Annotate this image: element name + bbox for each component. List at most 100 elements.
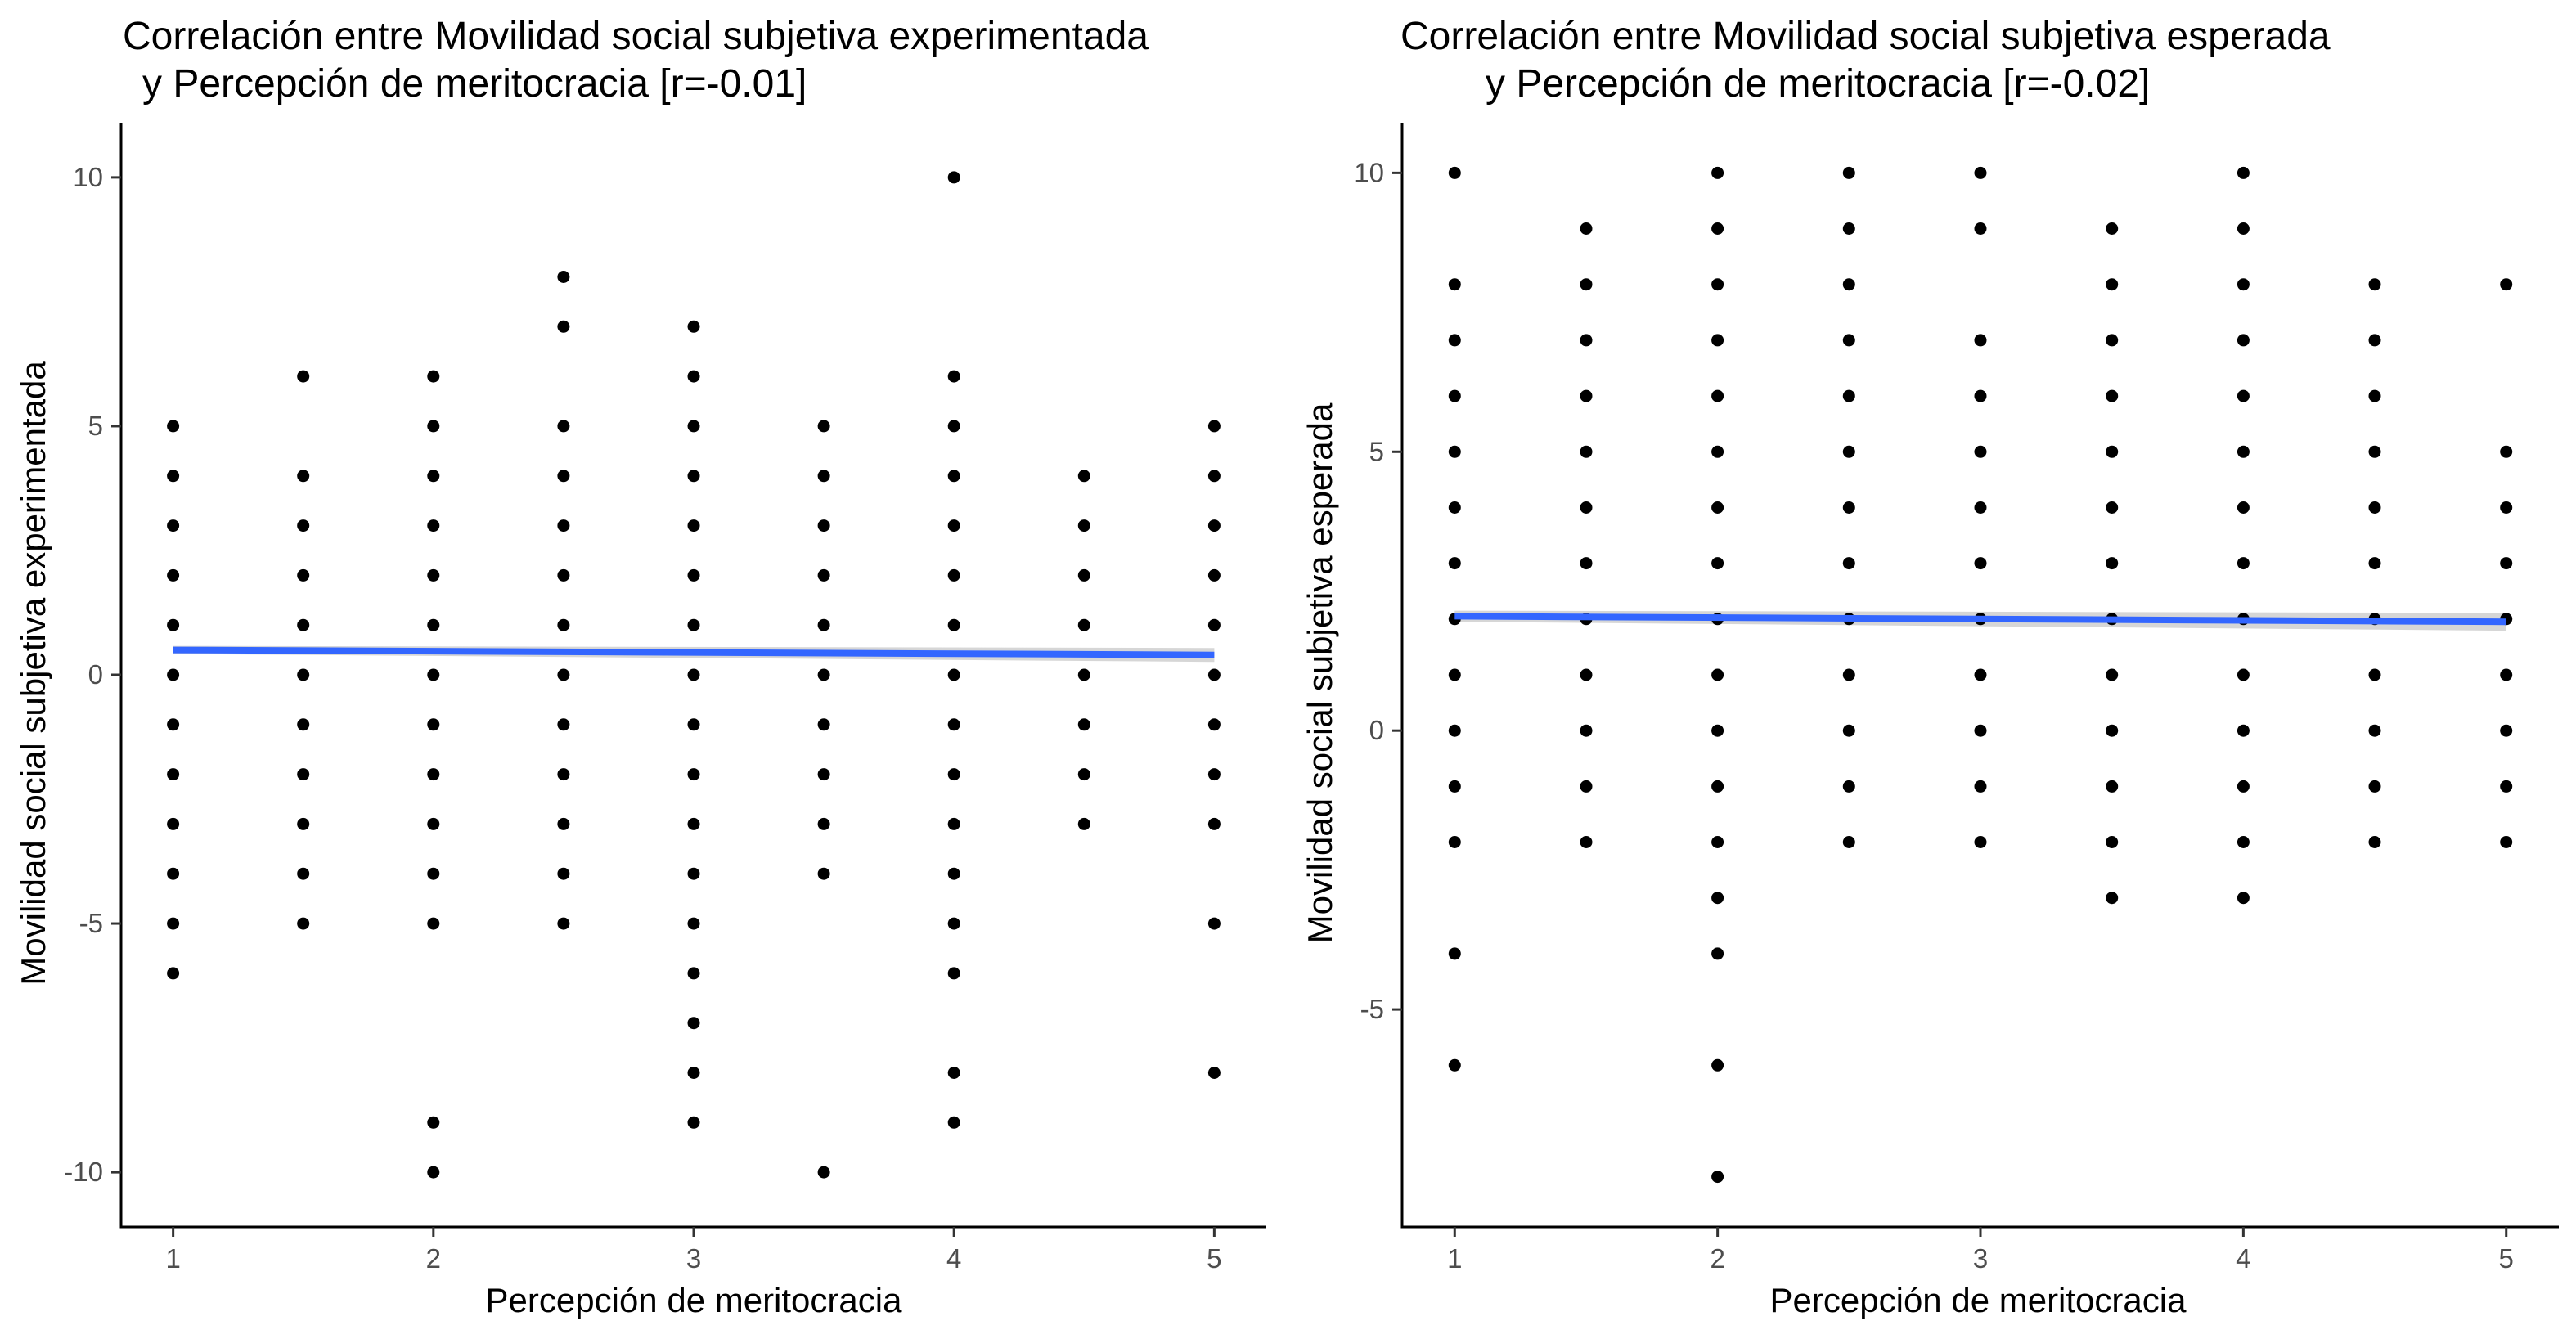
chart-right-data-point bbox=[1974, 445, 1987, 458]
chart-right-data-point bbox=[1448, 724, 1461, 737]
chart-left-data-point bbox=[167, 420, 180, 433]
chart-right-data-point bbox=[2106, 445, 2119, 458]
chart-left-data-point bbox=[557, 470, 570, 483]
chart-right-data-point bbox=[1711, 668, 1724, 681]
chart-right-data-point bbox=[1448, 1058, 1461, 1072]
chart-right-data-point bbox=[1974, 222, 1987, 235]
chart-left-y-tick-label: 10 bbox=[73, 162, 103, 192]
chart-left-data-point bbox=[557, 867, 570, 880]
chart-left-data-point bbox=[947, 171, 960, 184]
chart-left-data-point bbox=[427, 817, 440, 830]
chart-right-data-point bbox=[2237, 389, 2250, 402]
chart-left-data-point bbox=[687, 668, 700, 681]
chart-right-data-point bbox=[1448, 780, 1461, 793]
chart-left-data-point bbox=[817, 519, 830, 532]
chart-right-data-point bbox=[1580, 557, 1593, 570]
chart-left-data-point bbox=[817, 867, 830, 880]
chart-left-x-tick-label: 1 bbox=[165, 1243, 180, 1274]
chart-right-title-line-2: y Percepción de meritocracia [r=-0.02] bbox=[1486, 62, 2150, 106]
chart-right-data-point bbox=[2237, 836, 2250, 848]
chart-right-data-point bbox=[2106, 222, 2119, 235]
chart-left-data-point bbox=[687, 1067, 700, 1079]
chart-right-data-point bbox=[1974, 389, 1987, 402]
chart-right-data-point bbox=[1974, 780, 1987, 793]
chart-left-data-point bbox=[297, 867, 310, 880]
chart-right-data-point bbox=[1711, 557, 1724, 570]
chart-right-data-point bbox=[2237, 222, 2250, 235]
chart-left-data-point bbox=[947, 1116, 960, 1129]
chart-left-data-point bbox=[687, 817, 700, 830]
chart-right-y-tick-label: 10 bbox=[1354, 157, 1384, 187]
chart-left-data-point bbox=[1207, 768, 1221, 781]
chart-right-data-point bbox=[2237, 780, 2250, 793]
chart-right-data-point bbox=[2237, 278, 2250, 291]
chart-left-x-tick-label: 2 bbox=[426, 1243, 441, 1274]
chart-right-data-point bbox=[1448, 501, 1461, 514]
chart-right-data-point bbox=[1842, 501, 1855, 514]
chart-right-data-point bbox=[1580, 668, 1593, 681]
chart-right-data-point bbox=[1448, 836, 1461, 848]
chart-right-data-point bbox=[2368, 334, 2381, 347]
chart-left-data-point bbox=[817, 817, 830, 830]
chart-right-data-point bbox=[2368, 445, 2381, 458]
chart-left-data-point bbox=[427, 519, 440, 532]
chart-right-data-point bbox=[2368, 501, 2381, 514]
chart-right-data-point bbox=[1711, 836, 1724, 848]
chart-left-data-point bbox=[1207, 519, 1221, 532]
chart-right-y-axis-label: Movilidad social subjetiva esperada bbox=[1301, 402, 1339, 943]
chart-left-data-point bbox=[687, 917, 700, 930]
chart-right-data-point bbox=[1842, 222, 1855, 235]
chart-left-data-point bbox=[427, 1166, 440, 1179]
chart-left-data-point bbox=[1077, 668, 1090, 681]
chart-right-fit-line bbox=[1454, 613, 2506, 626]
chart-right-data-point bbox=[1711, 780, 1724, 793]
chart-right-data-point bbox=[1842, 780, 1855, 793]
chart-right-data-point bbox=[2237, 892, 2250, 905]
chart-right-points-layer bbox=[1448, 166, 2513, 1184]
chart-left-data-point bbox=[947, 618, 960, 631]
chart-right-data-point bbox=[1711, 1171, 1724, 1184]
chart-left-data-point bbox=[1077, 519, 1090, 532]
chart-right-data-point bbox=[2237, 668, 2250, 681]
chart-left-data-point bbox=[687, 470, 700, 483]
chart-left-fit-layer bbox=[173, 646, 1215, 658]
chart-left-data-point bbox=[167, 668, 180, 681]
chart-left-y-tick-label: 0 bbox=[88, 659, 103, 690]
chart-right-data-point bbox=[1974, 836, 1987, 848]
chart-right-data-point bbox=[2106, 501, 2119, 514]
chart-right-data-point bbox=[1448, 334, 1461, 347]
chart-left-data-point bbox=[427, 618, 440, 631]
chart-right-data-point bbox=[1842, 389, 1855, 402]
chart-right-y-tick-label: 5 bbox=[1369, 436, 1384, 466]
chart-left-x-tick-label: 4 bbox=[946, 1243, 961, 1274]
chart-right-data-point bbox=[2106, 334, 2119, 347]
chart-right-data-point bbox=[1580, 780, 1593, 793]
chart-right-data-point bbox=[1580, 389, 1593, 402]
chart-left-y-tick-label: -10 bbox=[64, 1157, 103, 1187]
chart-left-data-point bbox=[687, 1017, 700, 1030]
chart-left-data-point bbox=[687, 768, 700, 781]
chart-right-data-point bbox=[1842, 334, 1855, 347]
chart-left-data-point bbox=[947, 817, 960, 830]
chart-left-data-point bbox=[947, 568, 960, 582]
chart-right-data-point bbox=[2368, 780, 2381, 793]
chart-left-data-point bbox=[1207, 668, 1221, 681]
chart-right-data-point bbox=[1448, 166, 1461, 179]
chart-right-data-point bbox=[2237, 557, 2250, 570]
chart-right-data-point bbox=[1448, 947, 1461, 960]
chart-left-data-point bbox=[557, 519, 570, 532]
chart-left-data-point bbox=[427, 568, 440, 582]
chart-left-data-point bbox=[687, 718, 700, 731]
chart-left-data-point bbox=[1077, 618, 1090, 631]
chart-right-data-point bbox=[1711, 334, 1724, 347]
chart-right-x-axis-label: Percepción de meritocracia bbox=[1770, 1281, 2187, 1319]
chart-right-data-point bbox=[2500, 501, 2513, 514]
chart-left-data-point bbox=[1207, 718, 1221, 731]
chart-right-data-point bbox=[1711, 892, 1724, 905]
chart-left-fit-line bbox=[173, 646, 1215, 658]
chart-right-data-point bbox=[1711, 166, 1724, 179]
chart-right-data-point bbox=[2500, 836, 2513, 848]
chart-left-data-point bbox=[1077, 768, 1090, 781]
